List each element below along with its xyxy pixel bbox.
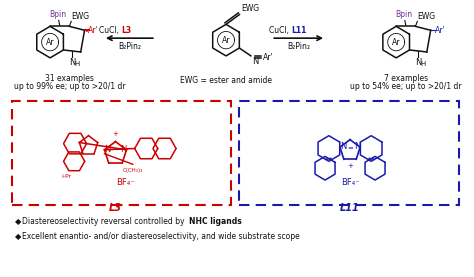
Text: B₂Pin₂: B₂Pin₂ [118, 42, 141, 50]
Text: N: N [340, 142, 346, 151]
Text: Ar': Ar' [89, 26, 99, 35]
Text: B₂Pin₂: B₂Pin₂ [287, 42, 310, 50]
Text: Bpin: Bpin [395, 11, 412, 19]
Text: H: H [74, 61, 80, 67]
Text: ◆: ◆ [15, 232, 21, 241]
Text: Ar: Ar [392, 38, 401, 47]
Text: ◆: ◆ [15, 217, 21, 226]
Text: 7 examples: 7 examples [384, 74, 428, 83]
Text: L3: L3 [109, 203, 122, 213]
Text: =: = [347, 145, 353, 152]
Text: Excellent enantio- and/or diastereoselectivity, and wide substrate scope: Excellent enantio- and/or diastereoselec… [22, 232, 300, 241]
Text: N: N [69, 58, 75, 67]
Text: Ar: Ar [222, 36, 230, 45]
Bar [239, 101, 459, 205]
Text: BF₄⁻: BF₄⁻ [116, 178, 135, 188]
Text: EWG = ester and amide: EWG = ester and amide [180, 76, 272, 84]
Text: EWG: EWG [71, 12, 90, 21]
Text: Bpin: Bpin [49, 11, 66, 19]
Text: EWG: EWG [241, 4, 260, 12]
Text: Ar: Ar [46, 38, 55, 47]
Text: L3: L3 [122, 26, 132, 35]
Text: N: N [415, 58, 421, 67]
Text: CuCl,: CuCl, [269, 26, 291, 35]
Text: H: H [420, 61, 426, 67]
Bar [12, 101, 231, 205]
Text: N: N [120, 145, 127, 154]
Text: +: + [112, 131, 118, 137]
Text: up to 99% ee; up to >20/1 dr: up to 99% ee; up to >20/1 dr [13, 81, 125, 91]
Text: +: + [347, 163, 353, 169]
Text: BF₄⁻: BF₄⁻ [341, 178, 359, 188]
Text: Ar': Ar' [264, 53, 274, 62]
Text: Ar': Ar' [435, 26, 445, 35]
Text: N: N [104, 145, 110, 154]
Text: L11: L11 [291, 26, 306, 35]
Text: C(CH₃)₃: C(CH₃)₃ [123, 168, 143, 173]
Text: EWG: EWG [417, 12, 436, 21]
Text: N: N [354, 142, 360, 151]
Text: CuCl,: CuCl, [100, 26, 122, 35]
Text: N: N [252, 57, 258, 66]
Text: up to 54% ee; up to >20/1 dr: up to 54% ee; up to >20/1 dr [350, 81, 462, 91]
Text: NHC ligands: NHC ligands [189, 217, 241, 226]
Text: Diastereoselectivity reversal controlled by: Diastereoselectivity reversal controlled… [22, 217, 187, 226]
Text: 31 examples: 31 examples [45, 74, 94, 83]
Text: i-Pr: i-Pr [61, 174, 72, 179]
Text: L11: L11 [340, 203, 360, 213]
